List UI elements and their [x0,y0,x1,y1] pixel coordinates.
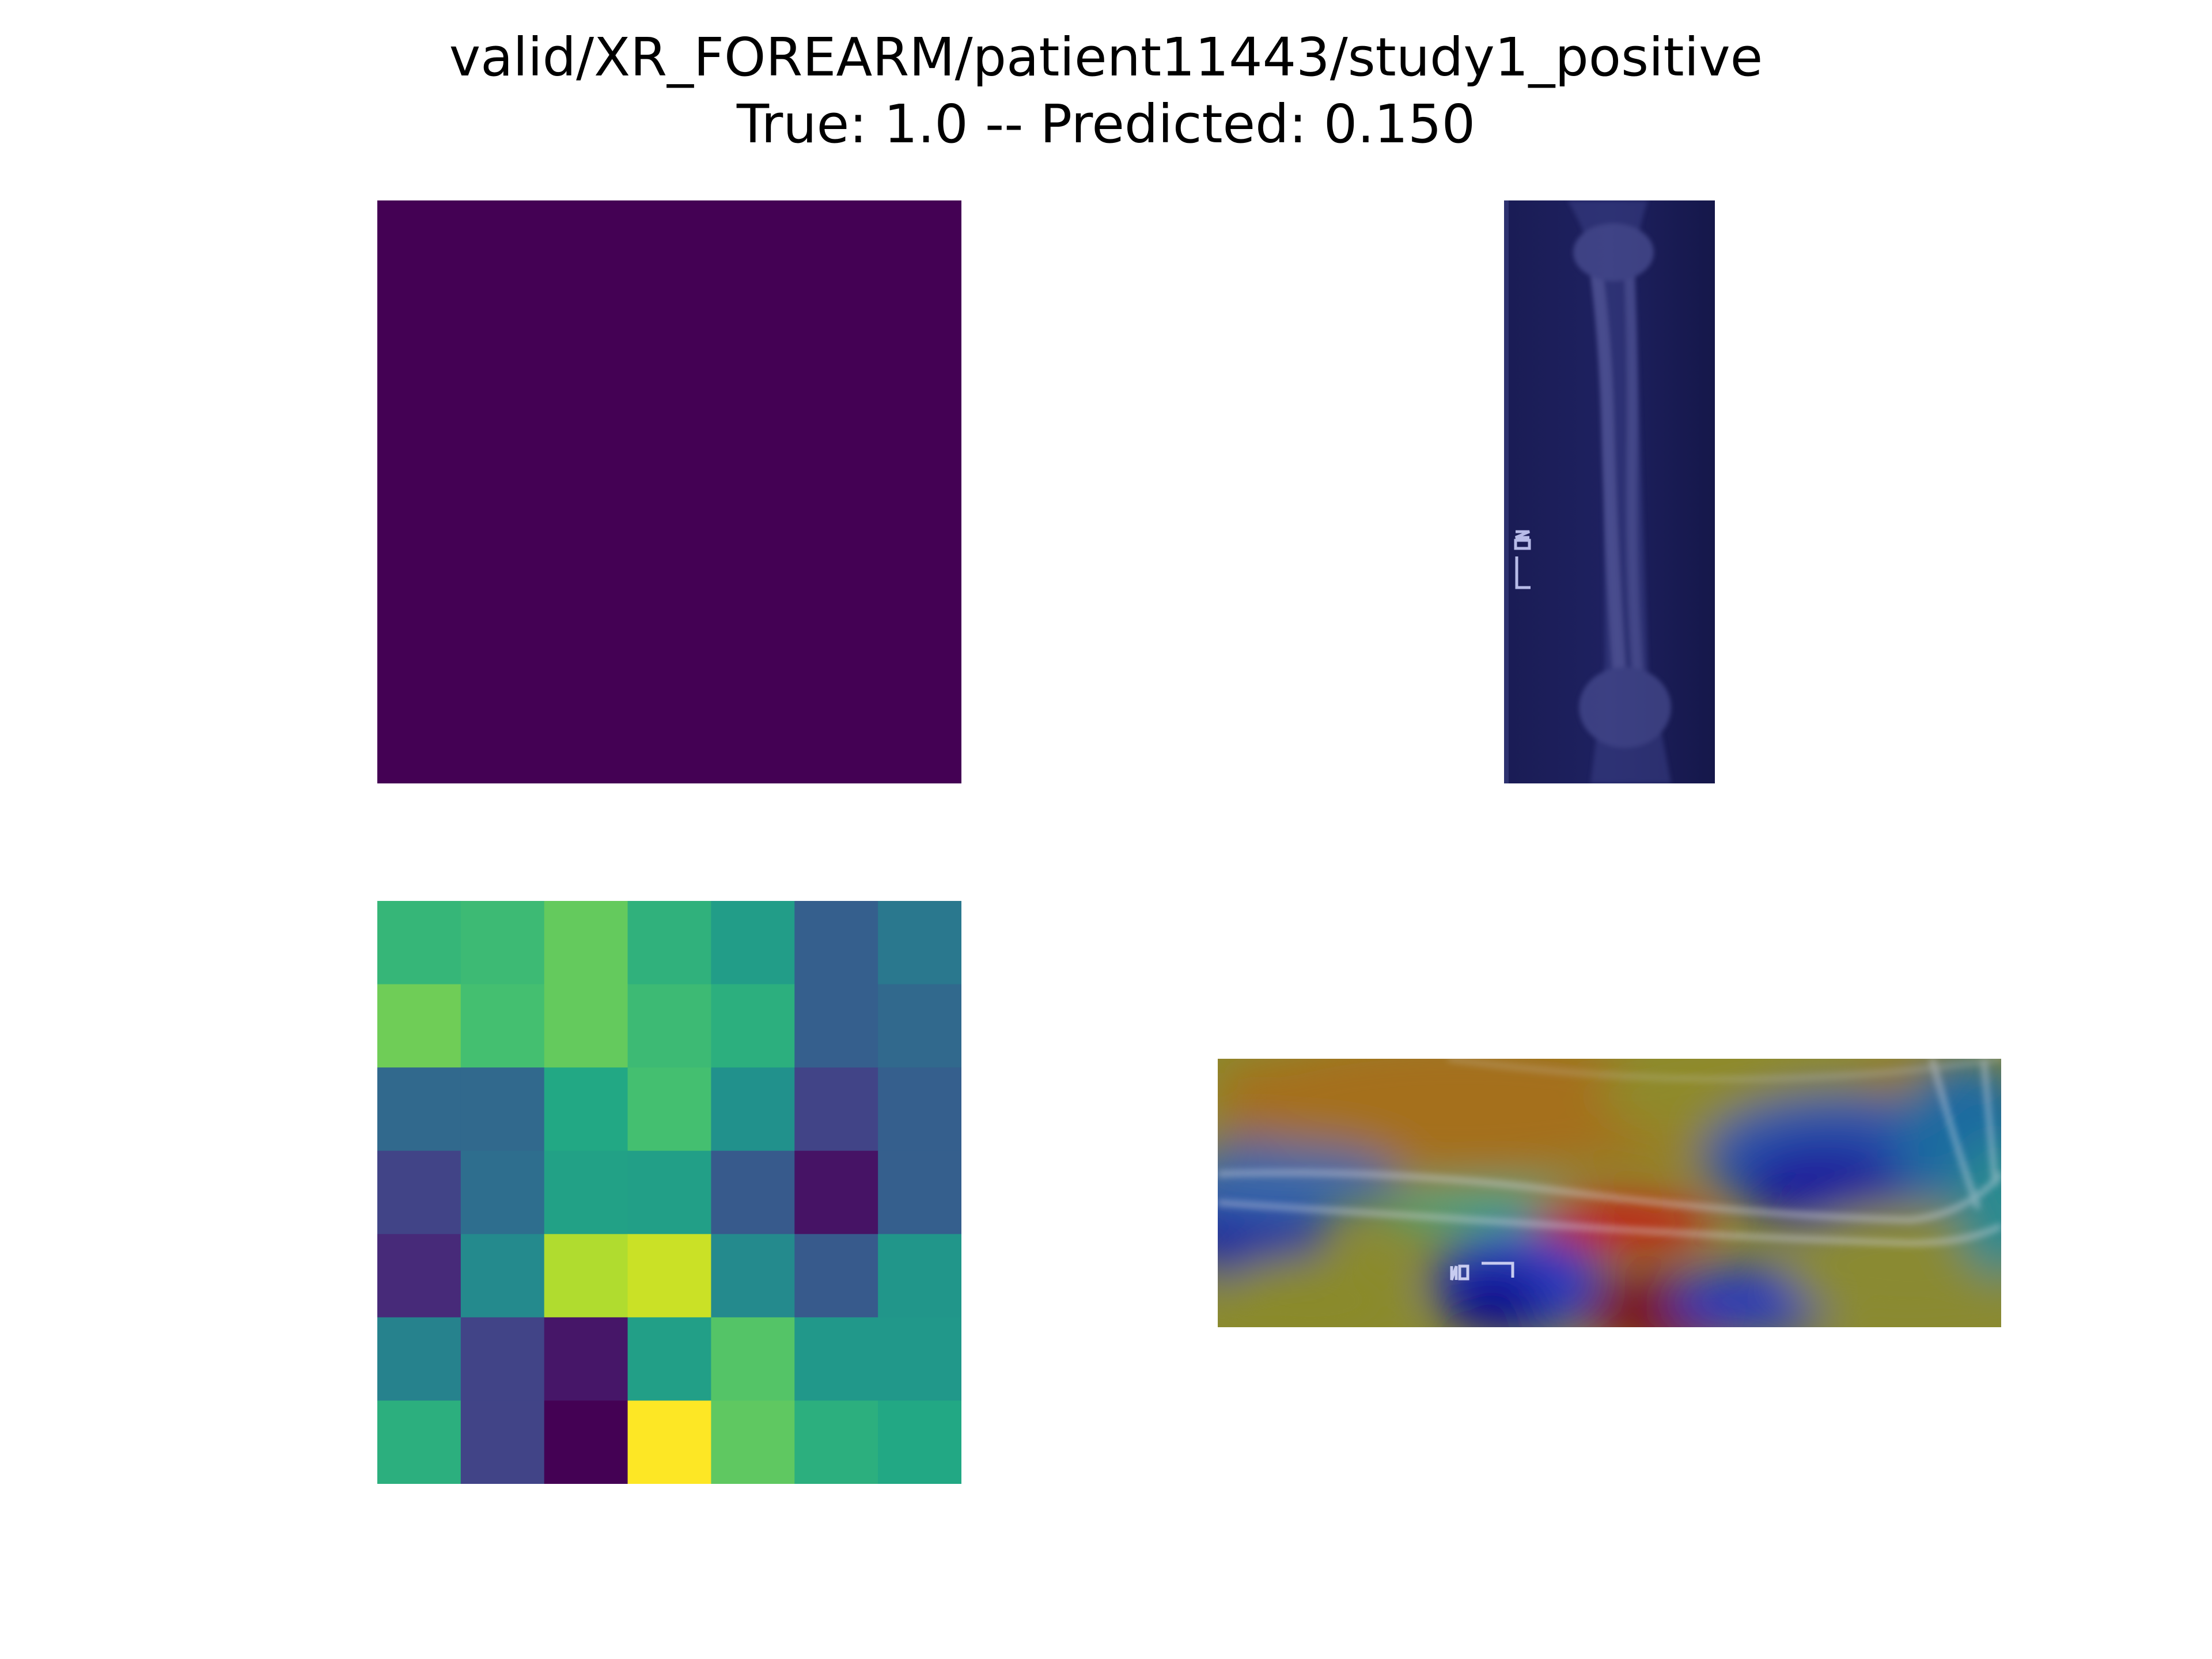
heatmap-cell-r3-c2 [544,1150,628,1234]
heatmap-cell-r0-c5 [794,901,878,985]
cam-bone-outline [1218,1059,2001,1247]
heatmap-cell-r1-c3 [627,984,712,1068]
activation-heatmap [377,901,961,1484]
heatmap-cell-r4-c2 [544,1234,628,1318]
cam-overlay-panel [1218,1059,2001,1327]
heatmap-cell-r5-c1 [460,1317,545,1402]
heatmap-cell-r3-c4 [711,1150,795,1234]
lead-marker-two [1515,530,1530,539]
heatmap-cell-r6-c0 [377,1400,461,1484]
heatmap-cell-r2-c5 [794,1067,878,1152]
wrist-bones [1579,667,1671,748]
cam-overlay-image [1218,1059,2001,1327]
heatmap-cell-r3-c5 [794,1150,878,1234]
heatmap-cell-r4-c3 [627,1234,712,1318]
xray-panel [1504,200,1715,783]
heatmap-cell-r0-c0 [377,901,461,985]
heatmap-cell-r1-c4 [711,984,795,1068]
xray-image [1504,200,1715,783]
uniform-activation-map [377,200,961,783]
lead-marker-l [1515,556,1531,589]
activation-heatmap-panel [377,901,961,1484]
heatmap-cell-r4-c1 [460,1234,545,1318]
heatmap-cell-r2-c4 [711,1067,795,1152]
heatmap-cell-r4-c4 [711,1234,795,1318]
heatmap-cell-r1-c2 [544,984,628,1068]
heatmap-cell-r0-c4 [711,901,795,985]
heatmap-cell-r2-c2 [544,1067,628,1152]
forearm-soft-tissue [1567,200,1671,783]
heatmap-cell-r1-c0 [377,984,461,1068]
cam-lead-marker-l [1482,1262,1514,1278]
heatmap-cell-r0-c6 [878,901,961,985]
heatmap-cell-r0-c2 [544,901,628,985]
chart-subtitle: True: 1.0 -- Predicted: 0.150 [736,93,1476,155]
uniform-activation-fill [377,200,961,783]
heatmap-cell-r0-c1 [460,901,545,985]
radius-bone [1584,234,1626,673]
heatmap-cell-r1-c1 [460,984,545,1068]
xray-bones [1567,200,1671,783]
chart-title: valid/XR_FOREARM/patient11443/study1_pos… [449,26,1763,88]
heatmap-cell-r4-c5 [794,1234,878,1318]
heatmap-cell-r2-c6 [878,1067,961,1152]
heatmap-cell-r4-c6 [878,1234,961,1318]
heatmap-cell-r3-c6 [878,1150,961,1234]
heatmap-cell-r5-c6 [878,1317,961,1402]
heatmap-cell-r6-c1 [460,1400,545,1484]
heatmap-cell-r4-c0 [377,1234,461,1318]
heatmap-cell-r2-c1 [460,1067,545,1152]
heatmap-cell-r6-c5 [794,1400,878,1484]
cam-lead-marker-zero [1458,1264,1469,1281]
heatmap-cell-r0-c3 [627,901,712,985]
heatmap-cell-r2-c0 [377,1067,461,1152]
xray-edge-strip [1504,200,1509,783]
heatmap-cell-r5-c0 [377,1317,461,1402]
lead-marker-zero [1514,539,1531,550]
heatmap-cell-r6-c6 [878,1400,961,1484]
heatmap-cell-r6-c3 [627,1400,712,1484]
cam-lead-marker [1450,1262,1514,1281]
heatmap-cell-r1-c5 [794,984,878,1068]
heatmap-cell-r3-c0 [377,1150,461,1234]
heatmap-cell-r2-c3 [627,1067,712,1152]
uniform-activation-panel [377,200,961,783]
heatmap-cell-r5-c2 [544,1317,628,1402]
heatmap-cell-r6-c2 [544,1400,628,1484]
elbow-joint [1573,224,1654,281]
heatmap-cell-r5-c3 [627,1317,712,1402]
ulna-bone [1623,234,1643,673]
cam-lead-marker-two [1450,1266,1458,1281]
heatmap-cell-r5-c4 [711,1317,795,1402]
lead-marker [1514,530,1531,589]
heatmap-cell-r5-c5 [794,1317,878,1402]
heatmap-cell-r6-c4 [711,1400,795,1484]
heatmap-cell-r1-c6 [878,984,961,1068]
heatmap-cell-r3-c1 [460,1150,545,1234]
heatmap-cell-r3-c3 [627,1150,712,1234]
